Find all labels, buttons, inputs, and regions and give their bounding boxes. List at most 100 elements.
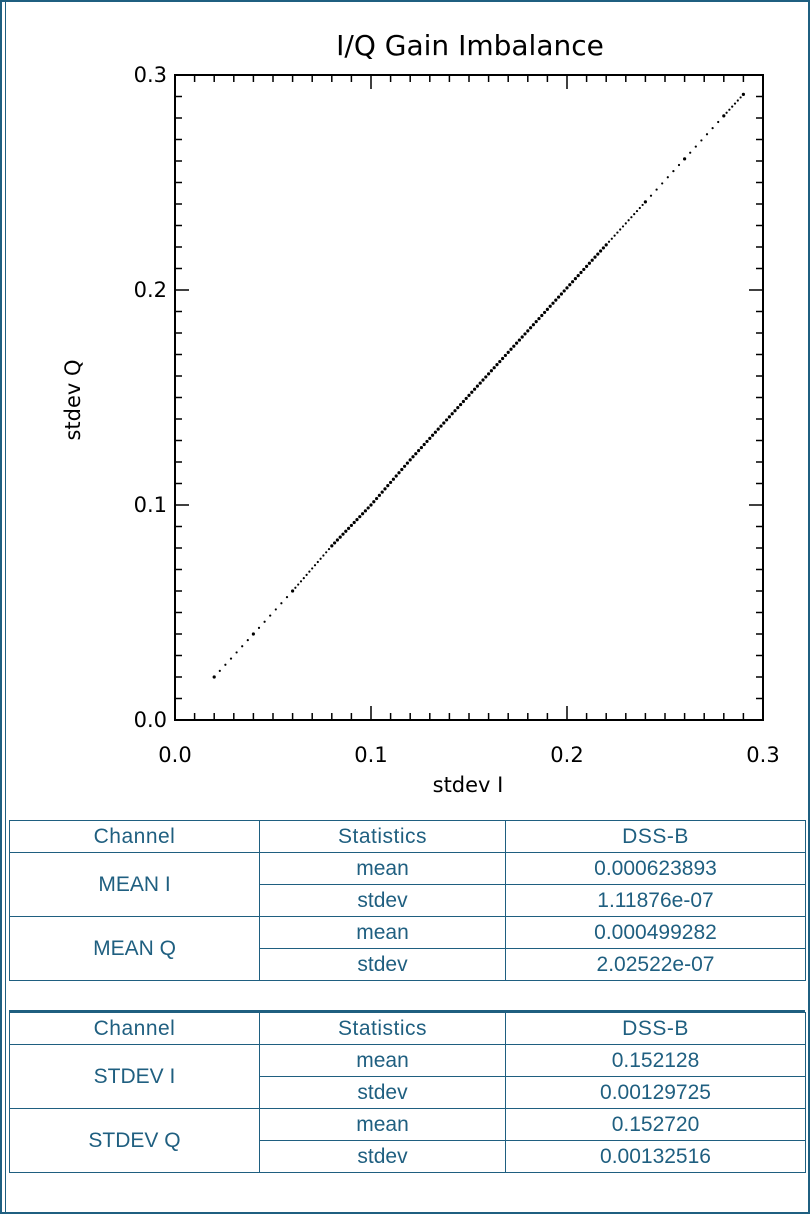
data-point bbox=[534, 320, 538, 324]
data-point bbox=[408, 458, 412, 462]
y-tick-label: 0.1 bbox=[134, 493, 167, 517]
data-point bbox=[475, 384, 479, 388]
data-point bbox=[313, 564, 317, 567]
data-point bbox=[484, 375, 488, 379]
data-point bbox=[576, 273, 580, 278]
data-point bbox=[492, 366, 496, 370]
data-point bbox=[700, 139, 703, 142]
data-point bbox=[512, 344, 516, 348]
data-point bbox=[453, 409, 457, 413]
header-channel: Channel bbox=[9, 1012, 260, 1045]
data-point bbox=[722, 114, 726, 118]
data-point bbox=[596, 252, 600, 256]
data-point bbox=[661, 182, 664, 185]
value-cell: 0.152128 bbox=[505, 1044, 806, 1077]
y-tick-label: 0.3 bbox=[134, 63, 167, 87]
data-point bbox=[425, 439, 429, 444]
data-point bbox=[352, 520, 356, 525]
data-point bbox=[517, 338, 522, 342]
data-point bbox=[212, 675, 216, 679]
data-point bbox=[369, 503, 373, 507]
data-point bbox=[520, 335, 524, 339]
channel-cell: STDEV I bbox=[9, 1044, 260, 1109]
data-point bbox=[467, 393, 471, 397]
value-cell: 2.02522e-07 bbox=[505, 948, 806, 981]
table-row: STDEV Q mean 0.152720 bbox=[9, 1108, 806, 1173]
data-point bbox=[677, 163, 681, 167]
data-point bbox=[728, 108, 731, 111]
data-point bbox=[655, 188, 658, 191]
data-point bbox=[316, 560, 319, 564]
data-point bbox=[515, 341, 519, 345]
table-header-row: Channel Statistics DSS-B bbox=[9, 820, 806, 853]
x-axis-label: stdev I bbox=[433, 773, 504, 797]
data-point bbox=[417, 449, 421, 453]
data-point bbox=[285, 596, 289, 599]
data-point bbox=[386, 484, 390, 488]
data-point bbox=[380, 490, 384, 494]
data-point bbox=[419, 445, 423, 450]
data-point bbox=[523, 332, 527, 336]
x-tick-label: 0.2 bbox=[550, 743, 583, 767]
data-point bbox=[672, 170, 675, 173]
data-point bbox=[400, 467, 404, 472]
data-point bbox=[372, 500, 376, 504]
data-point bbox=[338, 535, 342, 539]
data-point bbox=[562, 289, 566, 293]
data-point bbox=[470, 390, 474, 394]
x-tick-label: 0.3 bbox=[746, 743, 779, 767]
stat-cell: mean bbox=[259, 1044, 506, 1077]
data-point bbox=[403, 464, 407, 468]
data-point bbox=[325, 551, 328, 554]
y-tick-label: 0.0 bbox=[134, 708, 167, 732]
data-point bbox=[481, 378, 485, 382]
data-point bbox=[450, 412, 454, 416]
data-point bbox=[537, 316, 541, 321]
data-point bbox=[501, 356, 505, 361]
table-separator bbox=[9, 1010, 805, 1013]
data-point bbox=[311, 567, 314, 570]
data-point bbox=[375, 496, 379, 501]
data-point bbox=[531, 323, 536, 327]
data-point bbox=[411, 455, 415, 459]
data-point bbox=[694, 145, 697, 148]
data-point bbox=[557, 295, 561, 299]
data-point bbox=[585, 264, 589, 268]
gain-imbalance-chart: I/Q Gain Imbalance 0.0 0.1 0.2 0.3 0.0 0.1 0.2… bbox=[61, 29, 780, 797]
data-point bbox=[498, 359, 502, 364]
header-statistics: Statistics bbox=[259, 820, 506, 853]
data-point bbox=[322, 554, 325, 557]
data-point bbox=[473, 387, 477, 391]
stdev-stats-table: Channel Statistics DSS-B STDEV I mean 0.… bbox=[9, 1012, 806, 1173]
x-tick-label: 0.0 bbox=[158, 743, 191, 767]
data-point bbox=[739, 96, 742, 99]
y-tick-label: 0.2 bbox=[134, 278, 167, 302]
table-row: MEAN Q mean 0.000499282 bbox=[9, 916, 806, 981]
data-point bbox=[246, 639, 249, 642]
data-point bbox=[573, 277, 578, 281]
chart-title: I/Q Gain Imbalance bbox=[336, 29, 604, 62]
data-point bbox=[330, 544, 334, 548]
data-point bbox=[361, 512, 365, 516]
data-point bbox=[711, 127, 714, 130]
data-point bbox=[526, 329, 530, 333]
data-point bbox=[489, 369, 493, 373]
data-point bbox=[464, 396, 468, 401]
data-point bbox=[302, 577, 305, 580]
data-point bbox=[613, 234, 616, 237]
data-point bbox=[683, 157, 687, 161]
data-point bbox=[582, 267, 586, 272]
data-point bbox=[529, 326, 533, 330]
data-point bbox=[445, 418, 449, 422]
table-row: STDEV I mean 0.152128 bbox=[9, 1044, 806, 1109]
data-point bbox=[241, 645, 244, 648]
value-cell: 0.000499282 bbox=[505, 916, 806, 949]
data-point bbox=[363, 509, 367, 513]
header-channel: Channel bbox=[9, 820, 260, 853]
data-point bbox=[736, 99, 739, 102]
data-point bbox=[587, 261, 592, 265]
data-point bbox=[641, 203, 644, 207]
data-point bbox=[299, 580, 303, 583]
data-point bbox=[456, 406, 460, 410]
